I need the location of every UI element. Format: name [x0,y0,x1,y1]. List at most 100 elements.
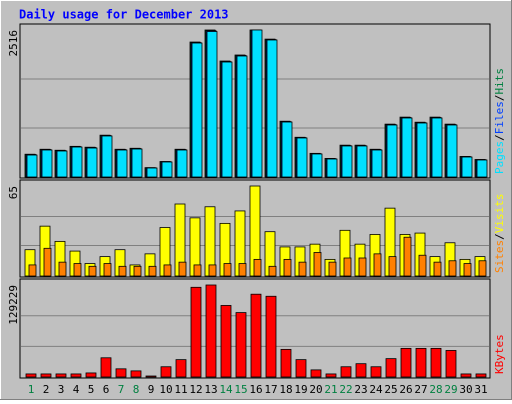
bar [86,147,98,178]
bar [223,263,232,277]
bar [116,149,128,178]
bar [220,305,232,378]
bar [175,359,187,378]
x-tick-label: 2 [43,383,50,396]
x-tick-label: 18 [279,383,292,396]
bar [26,154,38,178]
y-tick-label: 65 [7,186,20,199]
bar [296,137,308,178]
x-tick-label: 31 [474,383,487,396]
bar [85,372,97,378]
bar [358,257,367,277]
bar [475,373,487,378]
x-tick-label: 16 [249,383,262,396]
bar [340,366,352,378]
bar [28,264,37,277]
bar [131,148,143,178]
bar [41,149,53,178]
bar [343,257,352,277]
bar [388,256,397,277]
bar [373,253,382,277]
x-tick-label: 1 [28,383,35,396]
bar [280,348,292,378]
x-tick-label: 4 [73,383,80,396]
bar [191,42,203,178]
bar [253,258,262,277]
x-tick-label: 8 [133,383,140,396]
bar [341,145,353,178]
x-tick-label: 30 [459,383,472,396]
x-tick-label: 25 [384,383,397,396]
bar [265,295,277,378]
bar [221,61,233,178]
bar [448,260,457,277]
bar [43,247,52,277]
bar [115,368,127,378]
bar [430,347,442,378]
x-tick-label: 7 [118,383,125,396]
bar [418,254,427,277]
bar [235,312,247,378]
bar [476,159,488,178]
x-tick-label: 28 [429,383,442,396]
legend-separator: / [493,134,506,141]
bar [403,236,412,277]
bar [328,261,337,277]
legend-entry: Sites [493,240,506,273]
bar [478,260,487,277]
bar [176,149,188,178]
bar [190,286,202,378]
y-tick-label: 129229 [7,285,20,325]
bar [148,265,157,277]
legend-entry: Hits [493,68,506,95]
bar [295,359,307,378]
bar [433,261,442,277]
y-tick-label: 2516 [7,30,20,57]
bar [133,265,142,277]
x-tick-label: 5 [88,383,95,396]
x-tick-label: 22 [339,383,352,396]
bar [325,373,337,378]
bar [250,293,262,378]
bar [416,122,428,178]
bar [236,55,248,178]
x-tick-label: 19 [294,383,307,396]
bar [355,363,367,378]
bar [446,124,458,178]
bar [356,145,368,178]
bar [385,358,397,378]
bar [310,369,322,378]
bar [58,261,67,277]
bar [130,370,142,378]
bar [460,373,472,378]
bar [73,263,82,277]
bar [401,117,413,178]
x-tick-label: 3 [58,383,65,396]
legend-entry: Visits [493,194,506,234]
bar [100,357,112,378]
bar [298,261,307,277]
x-tick-label: 27 [414,383,427,396]
x-tick-label: 13 [204,383,217,396]
bar [40,373,52,378]
bar [238,263,247,277]
bar [313,252,322,277]
legend-entry: KBytes [493,334,506,374]
bar [431,117,443,178]
bar [371,149,383,178]
bar [163,264,172,277]
legend-separator: / [493,233,506,240]
bar [415,347,427,378]
bar [251,29,263,178]
bar [445,350,457,378]
bar [461,156,473,178]
bar [266,39,278,178]
bar [400,347,412,378]
x-tick-label: 6 [103,383,110,396]
bar [281,121,293,178]
x-tick-label: 23 [354,383,367,396]
legend-entry: Files [493,101,506,134]
bar [178,261,187,277]
x-tick-label: 24 [369,383,383,396]
